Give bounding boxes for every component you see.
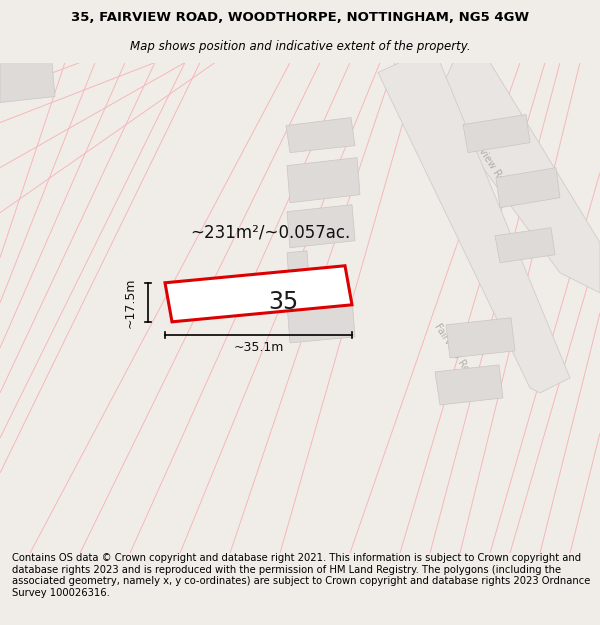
Polygon shape xyxy=(0,62,55,102)
Text: 35: 35 xyxy=(268,290,299,314)
Text: ~35.1m: ~35.1m xyxy=(233,341,284,354)
Text: Fairview Road: Fairview Road xyxy=(467,131,512,194)
Polygon shape xyxy=(446,318,515,358)
Text: Contains OS data © Crown copyright and database right 2021. This information is : Contains OS data © Crown copyright and d… xyxy=(12,553,590,598)
Polygon shape xyxy=(287,298,355,343)
Polygon shape xyxy=(287,204,355,248)
Polygon shape xyxy=(496,168,560,208)
Polygon shape xyxy=(495,228,555,262)
Polygon shape xyxy=(287,158,360,202)
Text: Fairview Road: Fairview Road xyxy=(433,322,478,384)
Text: ~17.5m: ~17.5m xyxy=(124,277,137,328)
Polygon shape xyxy=(435,365,503,405)
Text: 35, FAIRVIEW ROAD, WOODTHORPE, NOTTINGHAM, NG5 4GW: 35, FAIRVIEW ROAD, WOODTHORPE, NOTTINGHA… xyxy=(71,11,529,24)
Text: Map shows position and indicative extent of the property.: Map shows position and indicative extent… xyxy=(130,40,470,52)
Polygon shape xyxy=(286,118,355,152)
Polygon shape xyxy=(378,62,570,393)
Polygon shape xyxy=(463,114,530,152)
Polygon shape xyxy=(435,62,600,292)
Polygon shape xyxy=(287,251,310,295)
Polygon shape xyxy=(165,266,352,322)
Text: ~231m²/~0.057ac.: ~231m²/~0.057ac. xyxy=(190,224,350,242)
